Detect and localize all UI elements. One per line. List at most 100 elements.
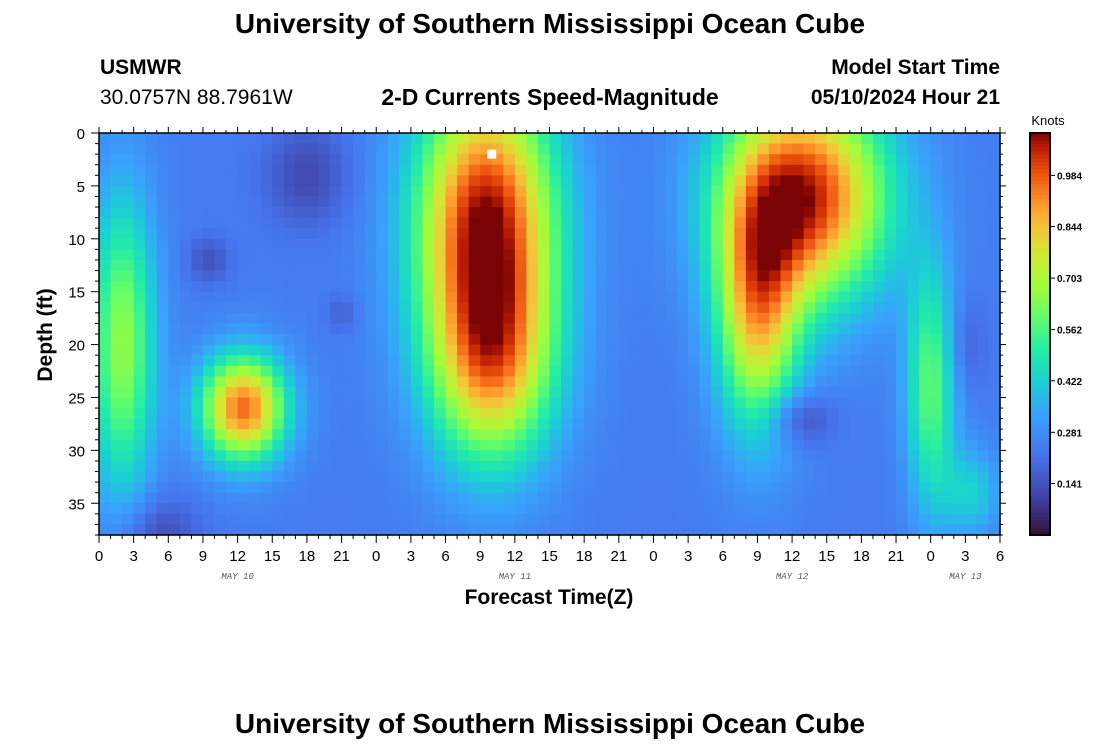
heatmap-cell [202,344,216,356]
heatmap-cell [491,270,504,282]
heatmap-cell [688,323,701,335]
heatmap-cell [907,217,920,229]
heatmap-cell [249,492,262,504]
heatmap-cell [387,376,400,388]
heatmap-cell [861,397,874,409]
heatmap-cell [838,460,851,473]
heatmap-cell [699,460,712,473]
heatmap-cell [433,291,447,303]
x-tick-label: 6 [719,548,727,565]
heatmap-cell [988,386,1001,399]
heatmap-cell [618,196,631,208]
heatmap-cell [618,334,631,346]
heatmap-cell [861,249,874,261]
heatmap-cell [930,154,943,166]
heatmap-cell [711,439,724,451]
x-tick-label: 9 [753,548,761,565]
heatmap-cell [942,334,955,346]
colorbar-segment [1030,242,1050,247]
heatmap-cell [457,143,470,155]
heatmap-cell [341,429,354,441]
heatmap-cell [572,439,585,451]
heatmap-cell [537,249,551,261]
heatmap-cell [965,312,978,325]
heatmap-cell [272,397,285,409]
colorbar-segment [1030,330,1050,335]
heatmap-cell [122,429,135,441]
heatmap-cell [780,323,793,335]
heatmap-cell [133,386,146,399]
heatmap-cell [780,386,793,399]
heatmap-cell [953,429,966,441]
heatmap-cell [283,270,296,282]
heatmap-cell [283,460,296,473]
heatmap-cell [214,312,227,325]
heatmap-cell [561,471,574,483]
heatmap-cell [734,175,747,187]
heatmap-cell [468,164,481,176]
colorbar-segment [1030,301,1050,306]
heatmap-cell [514,450,527,462]
heatmap-cell [283,228,296,240]
heatmap-cell [688,482,701,494]
heatmap-cell [872,228,886,240]
heatmap-cell [191,450,204,462]
heatmap-cell [249,503,262,515]
heatmap-cell [353,460,366,473]
heatmap-cell [226,355,239,367]
colorbar-segment [1030,293,1050,299]
heatmap-cell [861,291,874,303]
heatmap-cell [514,492,527,504]
heatmap-cell [711,207,724,219]
heatmap-cell [318,386,331,399]
heatmap-cell [376,460,389,473]
heatmap-cell [849,408,862,420]
heatmap-cell [110,270,123,282]
heatmap-cell [341,143,354,155]
heatmap-cell [549,386,562,399]
heatmap-cell [491,408,504,420]
heatmap-cell [295,228,308,240]
heatmap-cell [433,281,447,293]
heatmap-cell [399,460,412,473]
heatmap-cell [572,408,585,420]
heatmap-cell [410,365,424,377]
colorbar-segment [1030,502,1050,507]
heatmap-cell [584,376,597,388]
heatmap-cell [410,185,424,198]
heatmap-cell [364,143,377,155]
heatmap-cell [445,334,458,346]
heatmap-cell [376,344,389,356]
heatmap-cell [653,460,666,473]
heatmap-cell [722,450,735,462]
heatmap-cell [792,217,805,229]
heatmap-cell [514,270,527,282]
heatmap-cell [457,185,470,198]
heatmap-cell [988,196,1001,208]
heatmap-cell [145,524,158,536]
heatmap-cell [168,175,181,187]
heatmap-cell [526,154,539,166]
heatmap-cell [318,376,331,388]
heatmap-cell [249,471,262,483]
heatmap-cell [237,207,250,219]
heatmap-cell [249,207,262,219]
heatmap-cell [226,482,239,494]
heatmap-cell [537,270,551,282]
heatmap-cell [653,397,666,409]
heatmap-cell [168,133,181,145]
heatmap-cell [734,503,747,515]
heatmap-cell [272,386,285,399]
heatmap-cell [318,238,331,250]
x-tick-label: 15 [264,548,281,565]
heatmap-cell [884,323,897,335]
heatmap-cell [133,365,146,377]
heatmap-cell [780,143,793,155]
heatmap-cell [930,460,943,473]
heatmap-cell [272,429,285,441]
heatmap-cell [410,503,424,515]
heatmap-cell [930,429,943,441]
colorbar-segment [1030,206,1050,211]
heatmap-cell [306,408,320,420]
heatmap-cell [283,450,296,462]
